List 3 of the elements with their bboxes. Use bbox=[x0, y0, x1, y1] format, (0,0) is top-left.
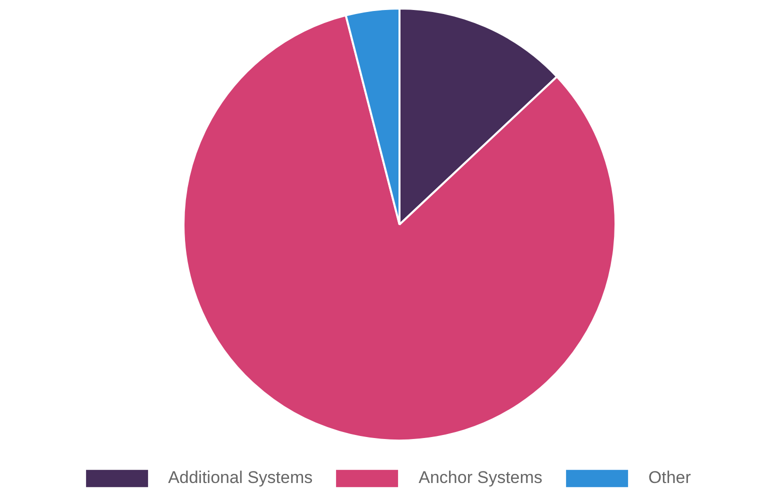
legend-label: Other bbox=[648, 468, 691, 488]
legend-label: Additional Systems bbox=[168, 468, 313, 488]
legend-label: Anchor Systems bbox=[418, 468, 542, 488]
